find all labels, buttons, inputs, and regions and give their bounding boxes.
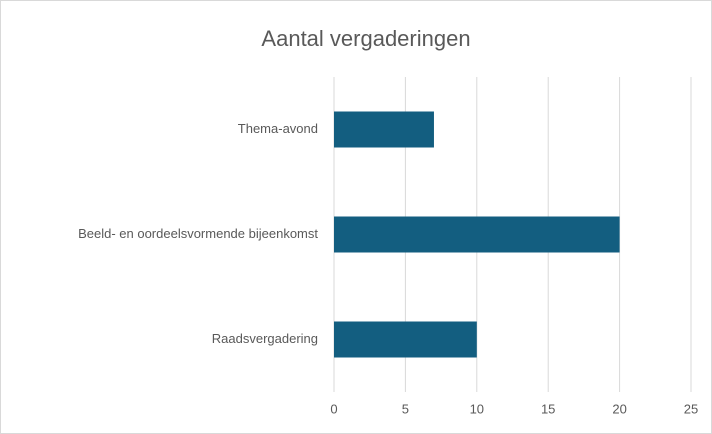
bar xyxy=(334,216,620,253)
y-tick-label: Thema-avond xyxy=(238,121,318,136)
bar xyxy=(334,111,434,148)
x-tick-label: 20 xyxy=(612,401,626,416)
x-tick-label: 25 xyxy=(684,401,698,416)
chart-title: Aantal vergaderingen xyxy=(261,26,470,51)
x-tick-label: 0 xyxy=(330,401,337,416)
x-tick-label: 5 xyxy=(402,401,409,416)
x-tick-label: 10 xyxy=(470,401,484,416)
y-tick-label: Raadsvergadering xyxy=(212,331,318,346)
x-tick-label: 15 xyxy=(541,401,555,416)
y-tick-label: Beeld- en oordeelsvormende bijeenkomst xyxy=(78,226,318,241)
bar xyxy=(334,321,477,358)
